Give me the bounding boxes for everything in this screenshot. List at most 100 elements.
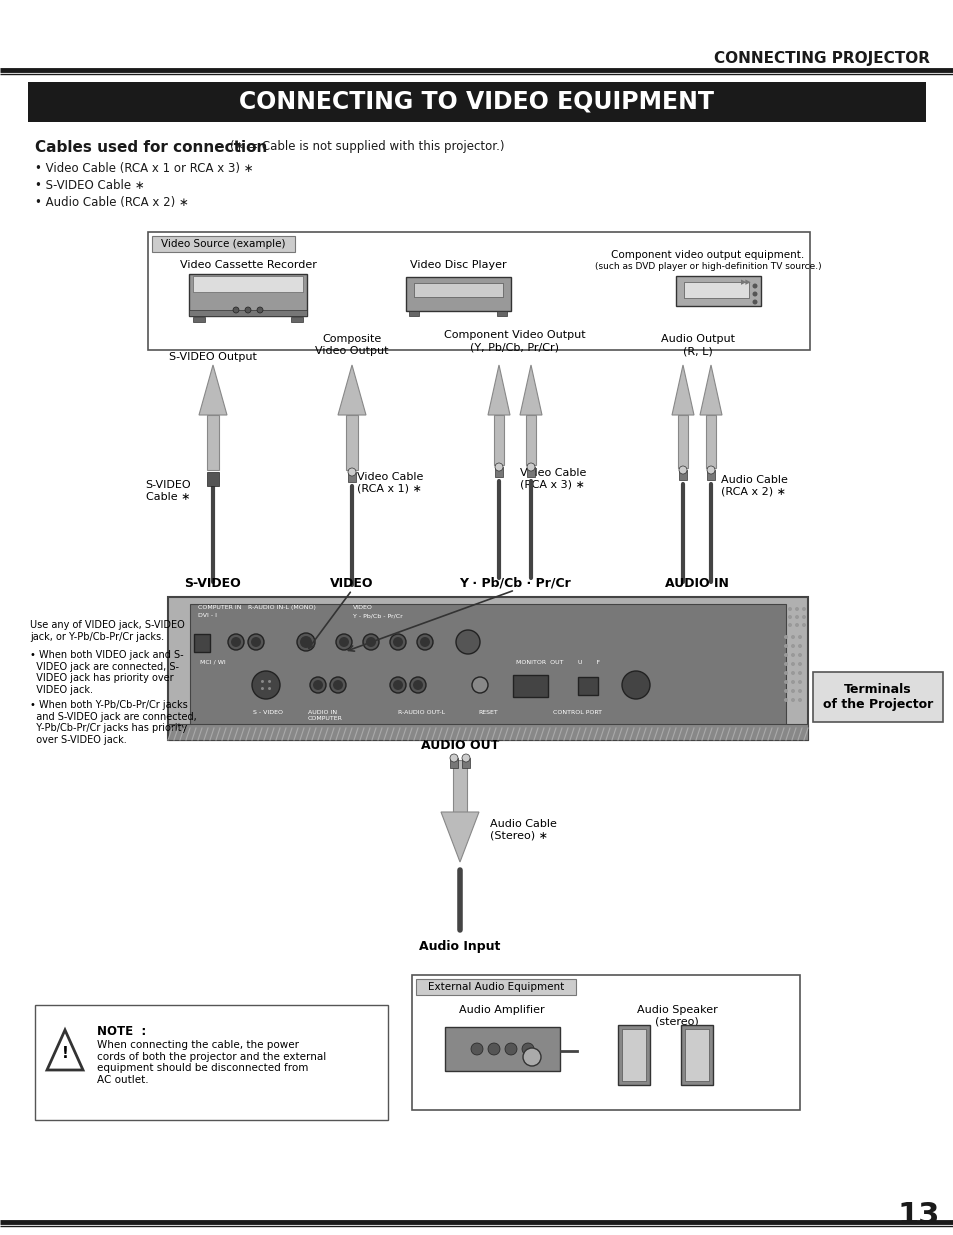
Text: Audio Input: Audio Input xyxy=(419,940,500,953)
Text: NOTE  :: NOTE : xyxy=(97,1025,146,1037)
Bar xyxy=(193,634,210,652)
Circle shape xyxy=(248,634,264,650)
Circle shape xyxy=(794,622,799,627)
Circle shape xyxy=(787,622,791,627)
Text: Audio Output
(R, L): Audio Output (R, L) xyxy=(660,335,734,356)
Bar xyxy=(406,277,511,311)
Circle shape xyxy=(706,466,714,474)
Circle shape xyxy=(251,637,261,647)
Bar xyxy=(678,415,687,468)
Polygon shape xyxy=(700,366,721,415)
Bar xyxy=(291,317,303,322)
Polygon shape xyxy=(519,366,541,415)
Circle shape xyxy=(790,662,794,666)
Bar xyxy=(28,82,925,122)
Bar xyxy=(412,974,800,1110)
Bar xyxy=(168,597,807,740)
Polygon shape xyxy=(47,1030,83,1070)
Circle shape xyxy=(268,680,271,683)
Text: R-AUDIO OUT-L: R-AUDIO OUT-L xyxy=(397,710,445,715)
Polygon shape xyxy=(337,366,366,415)
Circle shape xyxy=(790,680,794,684)
Circle shape xyxy=(783,671,787,676)
Circle shape xyxy=(787,615,791,619)
Circle shape xyxy=(348,468,355,475)
Text: • When both Y-Pb/Cb-Pr/Cr jacks
  and S-VIDEO jack are connected,
  Y-Pb/Cb-Pr/C: • When both Y-Pb/Cb-Pr/Cr jacks and S-VI… xyxy=(30,700,196,745)
Circle shape xyxy=(801,615,805,619)
Bar xyxy=(683,282,748,298)
Text: (such as DVD player or high-definition TV source.): (such as DVD player or high-definition T… xyxy=(594,262,821,270)
Text: AUDIO OUT: AUDIO OUT xyxy=(420,739,498,752)
Circle shape xyxy=(335,634,352,650)
Bar xyxy=(193,275,303,291)
Bar xyxy=(207,472,219,487)
Text: R-AUDIO IN-L (MONO): R-AUDIO IN-L (MONO) xyxy=(248,605,315,610)
Circle shape xyxy=(419,637,430,647)
Text: ▶▶: ▶▶ xyxy=(740,279,751,285)
Bar xyxy=(346,415,357,471)
Text: CONTROL PORT: CONTROL PORT xyxy=(553,710,601,715)
Circle shape xyxy=(797,671,801,676)
Circle shape xyxy=(522,1049,540,1066)
Bar xyxy=(494,415,503,466)
Polygon shape xyxy=(671,366,693,415)
Text: Audio Cable
(RCA x 2) ∗: Audio Cable (RCA x 2) ∗ xyxy=(720,475,787,496)
Text: Video Cassette Recorder: Video Cassette Recorder xyxy=(179,261,316,270)
Circle shape xyxy=(790,689,794,693)
Circle shape xyxy=(679,466,686,474)
Text: • Audio Cable (RCA x 2) ∗: • Audio Cable (RCA x 2) ∗ xyxy=(35,196,189,209)
Circle shape xyxy=(783,635,787,638)
Bar xyxy=(680,1025,712,1086)
Bar xyxy=(450,758,457,768)
Circle shape xyxy=(797,643,801,648)
Bar xyxy=(812,672,942,722)
Bar xyxy=(679,471,686,480)
Bar xyxy=(525,415,536,466)
Circle shape xyxy=(256,308,263,312)
Bar xyxy=(706,471,714,480)
Circle shape xyxy=(495,463,502,471)
Circle shape xyxy=(471,1044,482,1055)
Text: CONNECTING TO VIDEO EQUIPMENT: CONNECTING TO VIDEO EQUIPMENT xyxy=(239,90,714,114)
Circle shape xyxy=(797,689,801,693)
Circle shape xyxy=(783,680,787,684)
Circle shape xyxy=(299,636,312,648)
Bar xyxy=(189,274,307,316)
Text: !: ! xyxy=(62,1046,69,1062)
Circle shape xyxy=(310,677,326,693)
Text: Audio Cable
(Stereo) ∗: Audio Cable (Stereo) ∗ xyxy=(490,819,557,841)
Text: MCI / WI: MCI / WI xyxy=(200,659,226,664)
Circle shape xyxy=(390,677,406,693)
Circle shape xyxy=(790,643,794,648)
Text: S-VIDEO
Cable ∗: S-VIDEO Cable ∗ xyxy=(145,480,191,501)
Bar xyxy=(684,1029,708,1081)
Text: U       F: U F xyxy=(578,659,599,664)
Polygon shape xyxy=(440,811,478,862)
Circle shape xyxy=(413,680,422,690)
Circle shape xyxy=(313,680,323,690)
Circle shape xyxy=(393,637,402,647)
Text: Component video output equipment.: Component video output equipment. xyxy=(611,249,803,261)
Text: • S-VIDEO Cable ∗: • S-VIDEO Cable ∗ xyxy=(35,179,145,191)
Circle shape xyxy=(366,637,375,647)
Circle shape xyxy=(472,677,488,693)
Text: Y · Pb/Cb · Pr/Cr: Y · Pb/Cb · Pr/Cr xyxy=(458,577,570,590)
Circle shape xyxy=(783,698,787,701)
Text: Audio Amplifier: Audio Amplifier xyxy=(458,1005,544,1015)
Bar xyxy=(207,415,219,471)
Circle shape xyxy=(488,1044,499,1055)
Circle shape xyxy=(794,615,799,619)
Circle shape xyxy=(333,680,343,690)
Text: VIDEO: VIDEO xyxy=(330,577,374,590)
Circle shape xyxy=(783,653,787,657)
Text: S - VIDEO: S - VIDEO xyxy=(253,710,283,715)
Text: When connecting the cable, the power
cords of both the projector and the externa: When connecting the cable, the power cor… xyxy=(97,1040,326,1084)
Polygon shape xyxy=(199,366,227,415)
Circle shape xyxy=(261,687,264,690)
Circle shape xyxy=(390,634,406,650)
Bar xyxy=(495,467,502,477)
Circle shape xyxy=(526,463,535,471)
Text: S-VIDEO: S-VIDEO xyxy=(185,577,241,590)
Text: CONNECTING PROJECTOR: CONNECTING PROJECTOR xyxy=(713,51,929,65)
Text: COMPUTER IN: COMPUTER IN xyxy=(198,605,241,610)
